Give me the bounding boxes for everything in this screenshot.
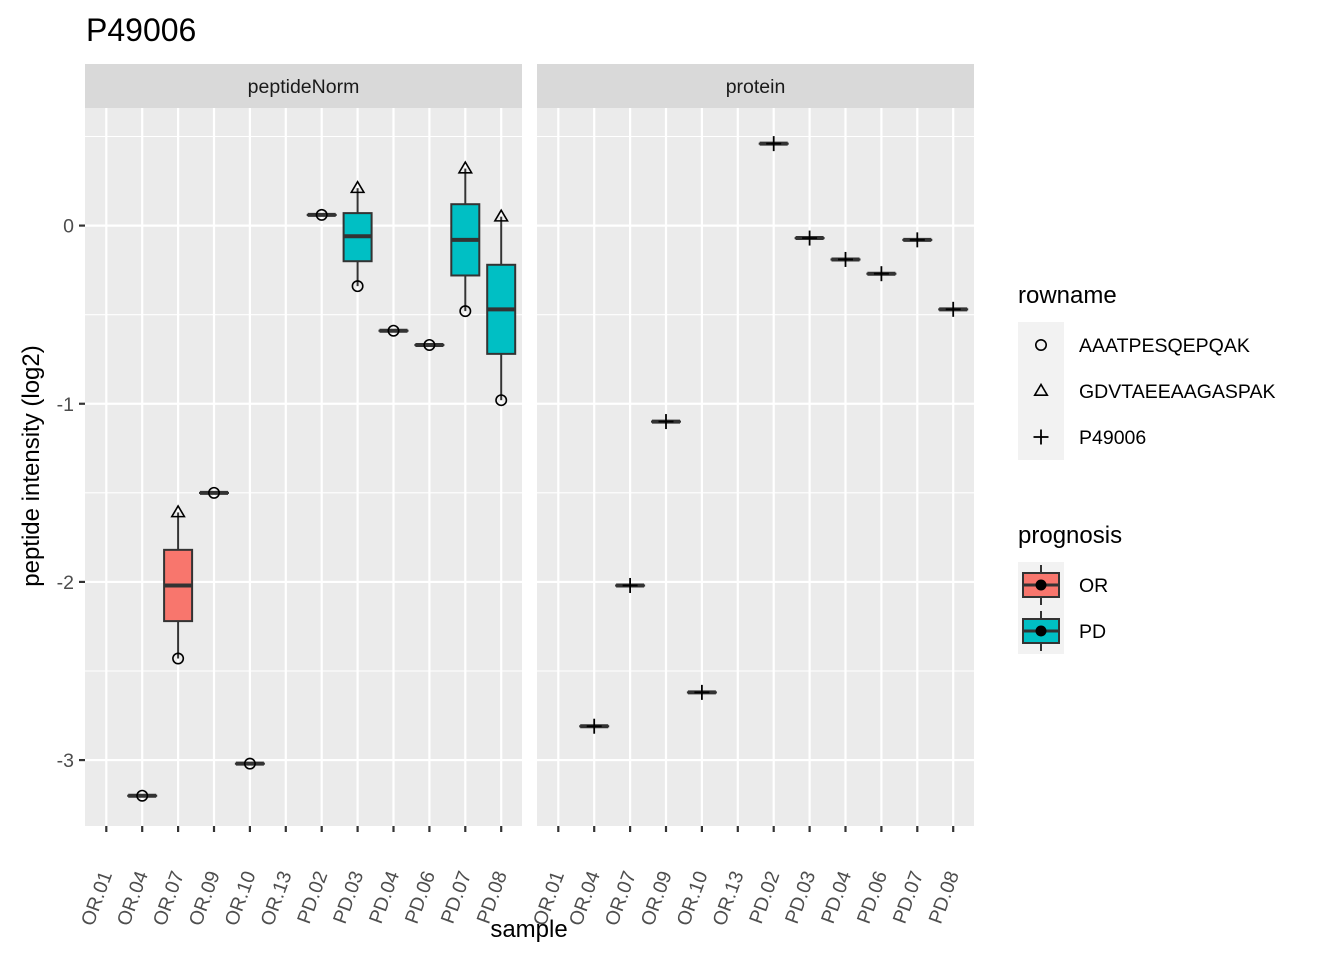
- point-OR.07-triangle: [170, 504, 186, 518]
- point-PD.08-circle: [495, 394, 508, 407]
- x-tick-label: PD.04: [365, 868, 404, 927]
- point-OR.09-plus: [658, 414, 674, 430]
- point-PD.07-plus: [909, 232, 925, 248]
- x-tick-label: PD.02: [745, 868, 784, 926]
- x-tick-label: PD.04: [817, 868, 856, 927]
- y-tick-label: -2: [57, 572, 74, 594]
- point-PD.08-plus: [945, 301, 961, 317]
- x-tick-label: OR.10: [673, 868, 713, 929]
- legend-key-GDVTAEEAAGASPAK: [1018, 368, 1064, 414]
- y-axis-title: peptide intensity (log2): [18, 345, 45, 586]
- legend-label: AAATPESQEPQAK: [1079, 335, 1250, 357]
- x-tick-label: PD.06: [401, 868, 440, 926]
- y-tick-label: -1: [57, 394, 74, 416]
- x-tick-label: PD.07: [889, 868, 928, 926]
- point-PD.06-plus: [873, 266, 889, 282]
- x-tick-label: OR.07: [149, 868, 189, 928]
- legend-key-PD: [1018, 608, 1064, 654]
- x-tick-label: PD.03: [329, 868, 368, 926]
- x-tick-label: OR.09: [185, 868, 225, 928]
- panel-background: [537, 108, 974, 826]
- point-OR.07-circle: [172, 652, 185, 665]
- box-PD.08: [486, 216, 517, 401]
- point-OR.04-plus: [586, 718, 602, 734]
- legend-key-AAATPESQEPQAK: [1018, 322, 1064, 368]
- legend-dot-icon: [1035, 579, 1047, 591]
- legend-rowname: rowname AAATPESQEPQAK GDVTAEEAAGASPAK P4900…: [1018, 282, 1276, 460]
- point-OR.07-plus: [622, 577, 638, 593]
- legend-plus-icon: [1033, 429, 1049, 445]
- legend-title: prognosis: [1018, 522, 1122, 549]
- point-PD.08-triangle: [493, 208, 509, 222]
- facet-strip-label: protein: [726, 76, 786, 98]
- point-OR.10-plus: [694, 684, 710, 700]
- x-tick-label: OR.01: [77, 868, 117, 928]
- x-tick-label: OR.04: [565, 868, 605, 929]
- box-OR.07: [163, 512, 194, 659]
- point-OR.10-circle: [243, 757, 256, 770]
- legend-dot-icon: [1035, 625, 1047, 637]
- box-PD.07: [450, 168, 481, 312]
- facet-strip-label: peptideNorm: [248, 76, 360, 98]
- point-PD.04-circle: [387, 324, 400, 337]
- legend-triangle-icon: [1033, 382, 1049, 397]
- facet-panel-peptideNorm: peptideNorm0-1-2-3OR.01OR.04OR.07OR.09OR…: [57, 64, 522, 929]
- legend-prognosis: prognosis OR PD: [1018, 522, 1122, 654]
- point-OR.04-circle: [136, 789, 149, 802]
- legend-key-background: [1018, 322, 1064, 368]
- point-OR.09-circle: [208, 486, 221, 499]
- x-tick-label: PD.03: [781, 868, 820, 926]
- plot-title: P49006: [86, 12, 196, 48]
- point-PD.04-plus: [838, 251, 853, 267]
- facet-panel-protein: proteinOR.01OR.04OR.07OR.09OR.10OR.13PD.…: [529, 64, 974, 929]
- facet-strip: [537, 64, 974, 108]
- x-axis-title: sample: [490, 916, 567, 943]
- point-PD.02-plus: [766, 136, 782, 152]
- x-tick-label: OR.13: [709, 868, 749, 928]
- x-tick-label: PD.02: [293, 868, 332, 926]
- point-PD.03-plus: [802, 230, 818, 246]
- x-tick-label: OR.09: [637, 868, 677, 928]
- point-PD.03-circle: [351, 280, 364, 293]
- x-tick-label: OR.07: [601, 868, 641, 928]
- x-tick-label: OR.10: [221, 868, 261, 929]
- legends: rowname AAATPESQEPQAK GDVTAEEAAGASPAK P4900…: [1018, 282, 1276, 654]
- x-tick-label: PD.07: [437, 868, 476, 926]
- legend-label: OR: [1079, 575, 1108, 597]
- x-tick-label: OR.13: [257, 868, 297, 928]
- legend-key-P49006: [1018, 414, 1064, 460]
- x-tick-label: PD.06: [853, 868, 892, 926]
- legend-circle-icon: [1035, 338, 1048, 351]
- point-PD.06-circle: [423, 338, 436, 351]
- point-PD.07-circle: [459, 305, 472, 318]
- x-tick-label: OR.04: [113, 868, 153, 929]
- legend-key-OR: [1018, 562, 1064, 608]
- legend-title: rowname: [1018, 282, 1117, 309]
- legend-label: GDVTAEEAAGASPAK: [1079, 381, 1276, 403]
- y-tick-label: 0: [63, 216, 74, 238]
- legend-label: P49006: [1079, 427, 1146, 449]
- point-PD.03-triangle: [349, 180, 366, 194]
- legend-key-background: [1018, 368, 1064, 414]
- facet-strip: [85, 64, 522, 108]
- point-PD.07-triangle: [457, 160, 473, 174]
- legend-label: PD: [1079, 621, 1106, 643]
- panel-background: [85, 108, 522, 826]
- y-tick-label: -3: [57, 750, 74, 772]
- x-tick-label: PD.08: [925, 868, 964, 926]
- facet-panels: peptideNorm0-1-2-3OR.01OR.04OR.07OR.09OR…: [57, 64, 974, 929]
- point-PD.02-circle: [315, 208, 328, 221]
- box-PD.03: [342, 188, 373, 287]
